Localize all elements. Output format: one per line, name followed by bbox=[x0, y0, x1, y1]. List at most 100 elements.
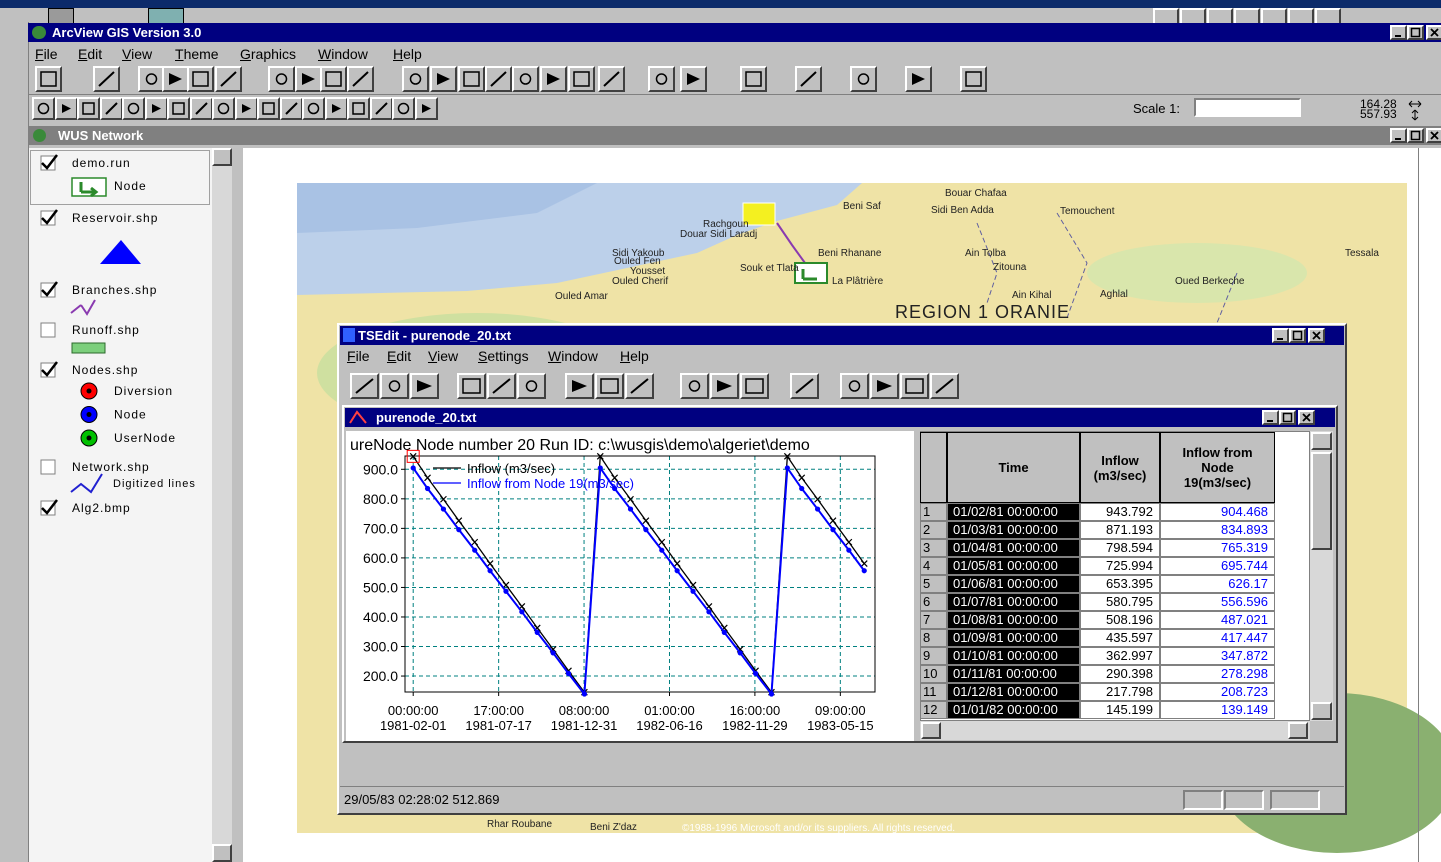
tool-button[interactable] bbox=[648, 66, 675, 92]
tool-button[interactable] bbox=[212, 97, 235, 120]
tool-button[interactable] bbox=[320, 66, 347, 92]
time-cell[interactable]: 01/10/81 00:00:00 bbox=[947, 647, 1080, 665]
value-cell[interactable]: 626.17 bbox=[1160, 575, 1275, 593]
tool-button[interactable] bbox=[598, 66, 625, 92]
tool-button[interactable] bbox=[625, 373, 654, 399]
time-cell[interactable]: 01/05/81 00:00:00 bbox=[947, 557, 1080, 575]
tool-button[interactable] bbox=[680, 373, 709, 399]
value-cell[interactable]: 139.149 bbox=[1160, 701, 1275, 719]
menu-item[interactable]: Edit bbox=[78, 46, 102, 62]
tool-button[interactable] bbox=[32, 97, 55, 120]
value-cell[interactable]: 362.997 bbox=[1080, 647, 1160, 665]
menu-item[interactable]: View bbox=[122, 46, 152, 62]
value-cell[interactable]: 508.196 bbox=[1080, 611, 1160, 629]
tool-button[interactable] bbox=[458, 66, 485, 92]
menu-item[interactable]: Graphics bbox=[240, 46, 296, 62]
value-cell[interactable]: 765.319 bbox=[1160, 539, 1275, 557]
value-cell[interactable]: 208.723 bbox=[1160, 683, 1275, 701]
menu-item[interactable]: Theme bbox=[175, 46, 219, 62]
tool-button[interactable] bbox=[870, 373, 899, 399]
scroll-up[interactable] bbox=[1311, 432, 1332, 450]
menu-item[interactable]: Settings bbox=[478, 348, 529, 364]
menu-item[interactable]: Help bbox=[393, 46, 422, 62]
tool-button[interactable] bbox=[850, 66, 877, 92]
close-button[interactable] bbox=[1308, 328, 1325, 343]
tool-button[interactable] bbox=[485, 66, 512, 92]
tool-button[interactable] bbox=[680, 66, 707, 92]
value-cell[interactable]: 580.795 bbox=[1080, 593, 1160, 611]
time-cell[interactable]: 01/03/81 00:00:00 bbox=[947, 521, 1080, 539]
tool-button[interactable] bbox=[100, 97, 123, 120]
maximize-button[interactable] bbox=[1279, 410, 1296, 425]
value-cell[interactable]: 145.199 bbox=[1080, 701, 1160, 719]
menu-item[interactable]: View bbox=[428, 348, 458, 364]
value-cell[interactable]: 834.893 bbox=[1160, 521, 1275, 539]
time-cell[interactable]: 01/08/81 00:00:00 bbox=[947, 611, 1080, 629]
scroll-down[interactable] bbox=[212, 844, 232, 862]
time-cell[interactable]: 01/06/81 00:00:00 bbox=[947, 575, 1080, 593]
value-cell[interactable]: 278.298 bbox=[1160, 665, 1275, 683]
value-cell[interactable]: 487.021 bbox=[1160, 611, 1275, 629]
minimize-button[interactable] bbox=[1390, 128, 1407, 143]
scroll-thumb[interactable] bbox=[1311, 452, 1332, 550]
tool-button[interactable] bbox=[402, 66, 429, 92]
time-cell[interactable]: 01/09/81 00:00:00 bbox=[947, 629, 1080, 647]
tool-button[interactable] bbox=[540, 66, 567, 92]
tool-button[interactable] bbox=[392, 97, 415, 120]
tool-button[interactable] bbox=[55, 97, 78, 120]
time-cell[interactable]: 01/11/81 00:00:00 bbox=[947, 665, 1080, 683]
scale-input[interactable] bbox=[1194, 98, 1301, 117]
close-button[interactable] bbox=[1298, 410, 1315, 425]
tool-button[interactable] bbox=[350, 373, 379, 399]
tool-button[interactable] bbox=[347, 97, 370, 120]
value-cell[interactable]: 347.872 bbox=[1160, 647, 1275, 665]
value-cell[interactable]: 417.447 bbox=[1160, 629, 1275, 647]
tool-button[interactable] bbox=[595, 373, 624, 399]
maximize-button[interactable] bbox=[1289, 328, 1306, 343]
time-cell[interactable]: 01/07/81 00:00:00 bbox=[947, 593, 1080, 611]
scroll-down[interactable] bbox=[1311, 702, 1332, 720]
tool-button[interactable] bbox=[93, 66, 120, 92]
tool-button[interactable] bbox=[568, 66, 595, 92]
value-cell[interactable]: 556.596 bbox=[1160, 593, 1275, 611]
tool-button[interactable] bbox=[710, 373, 739, 399]
tool-button[interactable] bbox=[740, 66, 767, 92]
tool-button[interactable] bbox=[77, 97, 100, 120]
tool-button[interactable] bbox=[900, 373, 929, 399]
tool-button[interactable] bbox=[235, 97, 258, 120]
close-button[interactable] bbox=[1426, 25, 1441, 40]
value-cell[interactable]: 290.398 bbox=[1080, 665, 1160, 683]
tool-button[interactable] bbox=[512, 66, 539, 92]
tool-button[interactable] bbox=[840, 373, 869, 399]
value-cell[interactable]: 653.395 bbox=[1080, 575, 1160, 593]
tool-button[interactable] bbox=[268, 66, 295, 92]
menu-item[interactable]: File bbox=[347, 348, 370, 364]
tool-button[interactable] bbox=[167, 97, 190, 120]
tool-button[interactable] bbox=[790, 373, 819, 399]
minimize-button[interactable] bbox=[1272, 328, 1289, 343]
time-cell[interactable]: 01/01/82 00:00:00 bbox=[947, 701, 1080, 719]
minimize-button[interactable] bbox=[1390, 25, 1407, 40]
scroll-right[interactable] bbox=[1288, 722, 1308, 739]
menu-item[interactable]: Edit bbox=[387, 348, 411, 364]
value-cell[interactable]: 904.468 bbox=[1160, 503, 1275, 521]
menu-item[interactable]: Window bbox=[548, 348, 598, 364]
time-cell[interactable]: 01/12/81 00:00:00 bbox=[947, 683, 1080, 701]
tool-button[interactable] bbox=[280, 97, 303, 120]
tool-button[interactable] bbox=[138, 66, 165, 92]
tool-button[interactable] bbox=[187, 66, 214, 92]
tool-button[interactable] bbox=[190, 97, 213, 120]
value-cell[interactable]: 695.744 bbox=[1160, 557, 1275, 575]
tool-button[interactable] bbox=[517, 373, 546, 399]
checkbox[interactable] bbox=[41, 460, 55, 474]
tool-button[interactable] bbox=[740, 373, 769, 399]
tool-button[interactable] bbox=[430, 66, 457, 92]
tool-button[interactable] bbox=[295, 66, 322, 92]
tool-button[interactable] bbox=[370, 97, 393, 120]
tool-button[interactable] bbox=[380, 373, 409, 399]
tool-button[interactable] bbox=[325, 97, 348, 120]
value-cell[interactable]: 217.798 bbox=[1080, 683, 1160, 701]
tool-button[interactable] bbox=[215, 66, 242, 92]
tool-button[interactable] bbox=[410, 373, 439, 399]
tool-button[interactable] bbox=[960, 66, 987, 92]
